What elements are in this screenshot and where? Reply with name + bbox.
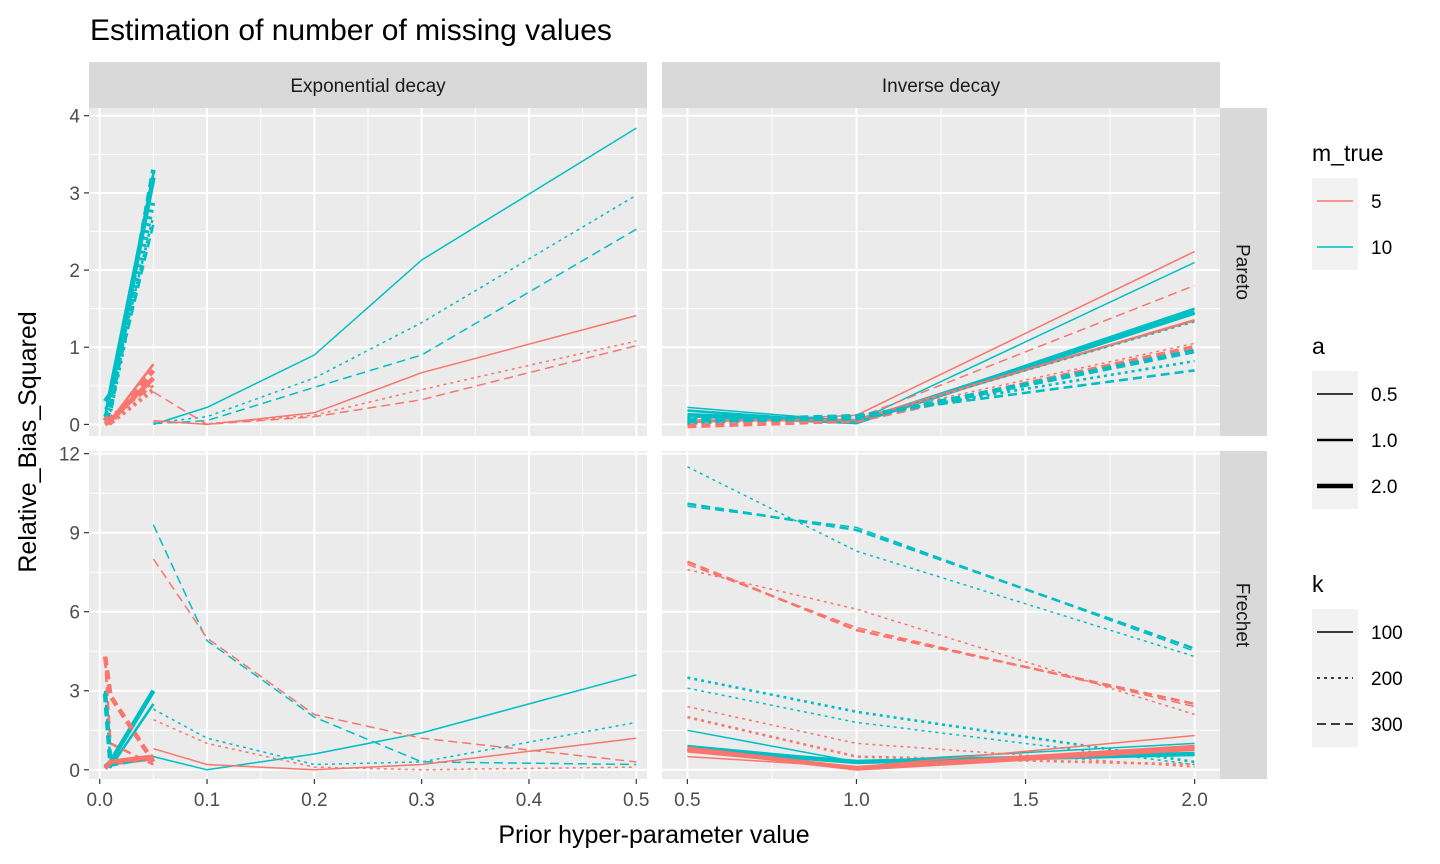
strip-right-background [1220, 108, 1267, 436]
series-line-m10-a0.5-k300 [153, 228, 637, 425]
x-tick-label: 0.0 [87, 790, 113, 811]
legend-label: 1.0 [1371, 431, 1397, 452]
x-tick-label: 0.5 [674, 790, 700, 811]
series-line-m10-a0.5-k200 [153, 708, 637, 766]
legend-label: 10 [1371, 238, 1392, 259]
legend-label: 100 [1371, 623, 1403, 644]
y-tick-label: 6 [69, 603, 80, 624]
series-line-m10-a0.5-k100 [153, 127, 637, 426]
panel-exponential-decay-pareto [89, 108, 647, 436]
series-line-m5-a2-k300 [102, 656, 156, 764]
series-line-m5-a2-k300 [103, 368, 156, 426]
legend-title: m_true [1312, 140, 1384, 166]
panel-inverse-decay-frechet [662, 451, 1220, 779]
series-line-m5-a0.5-k300 [687, 563, 1195, 708]
y-tick-label: 1 [69, 338, 80, 359]
series-line-m5-a1-k300 [686, 560, 1195, 706]
x-tick-label: 0.3 [408, 790, 434, 811]
y-axis-title: Relative_Bias_Squared [14, 311, 42, 572]
series-line-m5-a0.5-k200 [687, 568, 1195, 716]
legend-label: 5 [1371, 192, 1382, 213]
series-group [687, 250, 1196, 429]
legend: m_true 5 10 a 0.5 1.0 2.0 k 100 200 300 [1312, 140, 1403, 747]
y-tick-label: 2 [69, 261, 80, 282]
legend-title: k [1312, 571, 1324, 597]
y-tick-label: 0 [69, 761, 80, 782]
series-line-m5-a0.5-k200 [687, 705, 1195, 768]
y-tick-label: 12 [59, 445, 80, 466]
series-line-m10-a1-k200 [687, 676, 1195, 764]
x-tick-label: 1.5 [1012, 790, 1038, 811]
series-line-m10-a1-k300 [104, 223, 155, 410]
x-tick-label: 1.0 [843, 790, 869, 811]
legend-title: a [1312, 333, 1325, 359]
series-line-m10-a0.5-k200 [153, 194, 637, 424]
legend-k: k 100 200 300 [1312, 571, 1403, 747]
strip-label-row: Pareto [1232, 244, 1253, 300]
series-line-m10-a0.5-k200 [687, 687, 1195, 766]
series-group [102, 524, 637, 771]
series-line-m5-a0.5-k300 [153, 344, 637, 426]
strip-top-background [662, 62, 1220, 108]
series-line-m10-a0.5-k100 [153, 674, 637, 771]
x-tick-label: 0.5 [623, 790, 649, 811]
series-line-m5-a2-k100 [103, 754, 154, 770]
series-line-m5-a0.5-k200 [153, 340, 637, 425]
strip-top-background [89, 62, 647, 108]
series-group [686, 466, 1196, 771]
x-tick-label: 2.0 [1181, 790, 1207, 811]
panel-inverse-decay-pareto [662, 108, 1220, 436]
panels [89, 108, 1220, 779]
legend-label: 200 [1371, 669, 1403, 690]
series-group [103, 127, 637, 427]
x-tick-label: 0.2 [301, 790, 327, 811]
strip-label-column: Exponential decay [290, 76, 446, 97]
y-tick-label: 9 [69, 524, 80, 545]
strip-right-background [1220, 451, 1267, 779]
x-axis-title: Prior hyper-parameter value [498, 821, 809, 849]
y-tick-label: 3 [69, 682, 80, 703]
series-line-m10-a1-k300 [687, 369, 1195, 422]
series-line-m10-a1-k300 [687, 502, 1196, 650]
series-line-m5-a0.5-k200 [153, 719, 637, 771]
series-line-m5-a0.5-k300 [152, 558, 637, 763]
y-tick-label: 3 [69, 184, 80, 205]
series-line-m10-a0.5-k300 [687, 505, 1195, 652]
series-line-m5-a0.5-k100 [153, 737, 637, 771]
y-tick-label: 0 [69, 415, 80, 436]
legend-a: a 0.5 1.0 2.0 [1312, 333, 1397, 509]
series-line-m10-a0.5-k300 [152, 524, 637, 766]
legend-label: 2.0 [1371, 477, 1397, 498]
series-line-m10-a2-k200 [103, 200, 156, 419]
strip-label-row: Frechet [1232, 583, 1253, 648]
legend-label: 0.5 [1371, 385, 1397, 406]
strips: Exponential decay Inverse decay Pareto Frec… [89, 62, 1267, 779]
series-line-m10-a1-k200 [687, 359, 1195, 425]
chart-title: Estimation of number of missing values [90, 14, 612, 47]
series-line-m5-a1-k200 [687, 715, 1195, 766]
legend-label: 300 [1371, 715, 1403, 736]
panel-exponential-decay-frechet [89, 451, 647, 779]
legend-m-true: m_true 5 10 [1312, 140, 1392, 270]
strip-label-column: Inverse decay [882, 76, 1001, 97]
x-tick-label: 0.1 [194, 790, 220, 811]
series-line-m5-a2-k100 [687, 746, 1195, 771]
y-tick-label: 4 [69, 107, 80, 128]
x-tick-label: 0.4 [516, 790, 543, 811]
